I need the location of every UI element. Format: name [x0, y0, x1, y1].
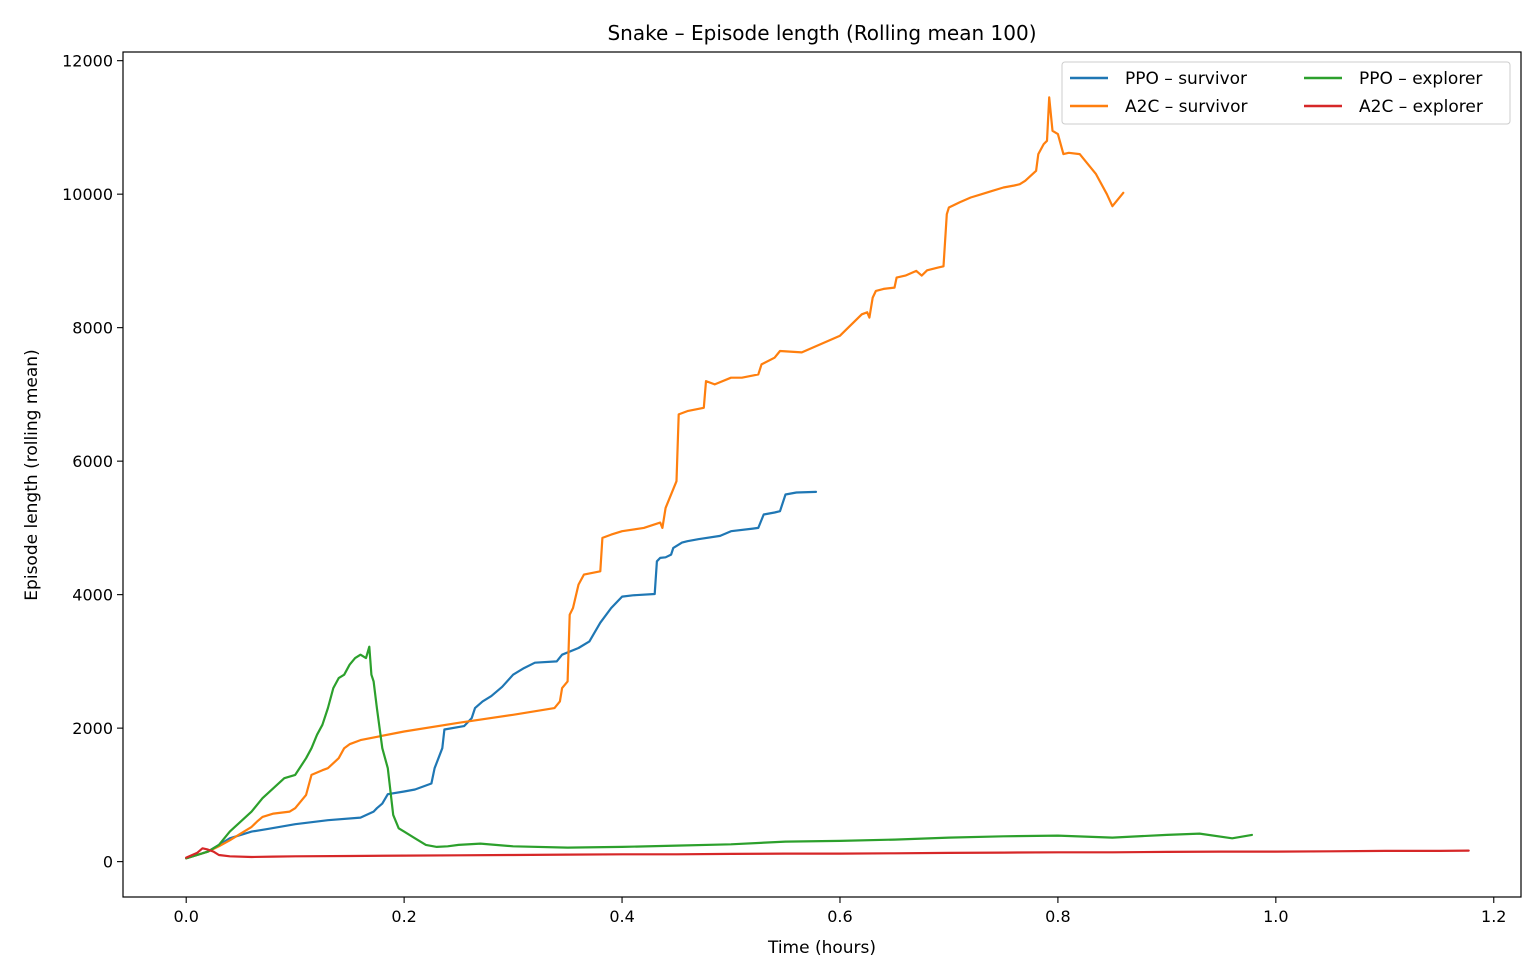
y-tick-label: 0 — [103, 853, 113, 872]
y-tick-label: 2000 — [72, 719, 113, 738]
x-tick-label: 0.2 — [391, 907, 416, 926]
legend: PPO – survivor A2C – survivor PPO – explor… — [1061, 61, 1511, 125]
x-tick-label: 0.0 — [173, 907, 198, 926]
series-line-0 — [185, 490, 818, 860]
y-tick-label: 6000 — [72, 452, 113, 471]
y-tick-label: 8000 — [72, 319, 113, 338]
legend-label-1: A2C – survivor — [1125, 97, 1247, 117]
legend-box — [1061, 61, 1511, 125]
chart-title: Snake – Episode length (Rolling mean 100… — [607, 21, 1036, 45]
y-tick-label: 4000 — [72, 586, 113, 605]
series-line-2 — [185, 645, 1254, 860]
axes-frame — [122, 51, 1522, 898]
x-axis: 0.0 0.2 0.4 0.6 0.8 1.0 1.2 — [173, 897, 1506, 926]
y-axis: 0 2000 4000 6000 8000 10000 12000 — [62, 52, 123, 872]
plot-area: 0.0 0.2 0.4 0.6 0.8 1.0 1.2 0 2000 4000 6000 8000 1… — [62, 51, 1522, 926]
x-tick-label: 0.8 — [1045, 907, 1070, 926]
legend-label-0: PPO – survivor — [1125, 69, 1247, 89]
y-tick-label: 12000 — [62, 52, 113, 71]
y-axis-label: Episode length (rolling mean) — [22, 349, 42, 600]
x-axis-label: Time (hours) — [767, 938, 876, 958]
series-line-1 — [185, 96, 1125, 860]
series-line-3 — [185, 847, 1470, 859]
y-tick-label: 10000 — [62, 185, 113, 204]
legend-label-3: A2C – explorer — [1359, 97, 1483, 117]
x-tick-label: 1.0 — [1263, 907, 1288, 926]
x-tick-label: 0.4 — [609, 907, 634, 926]
x-tick-label: 1.2 — [1481, 907, 1506, 926]
x-tick-label: 0.6 — [827, 907, 852, 926]
legend-label-2: PPO – explorer — [1359, 69, 1482, 89]
series-layer — [185, 96, 1470, 860]
